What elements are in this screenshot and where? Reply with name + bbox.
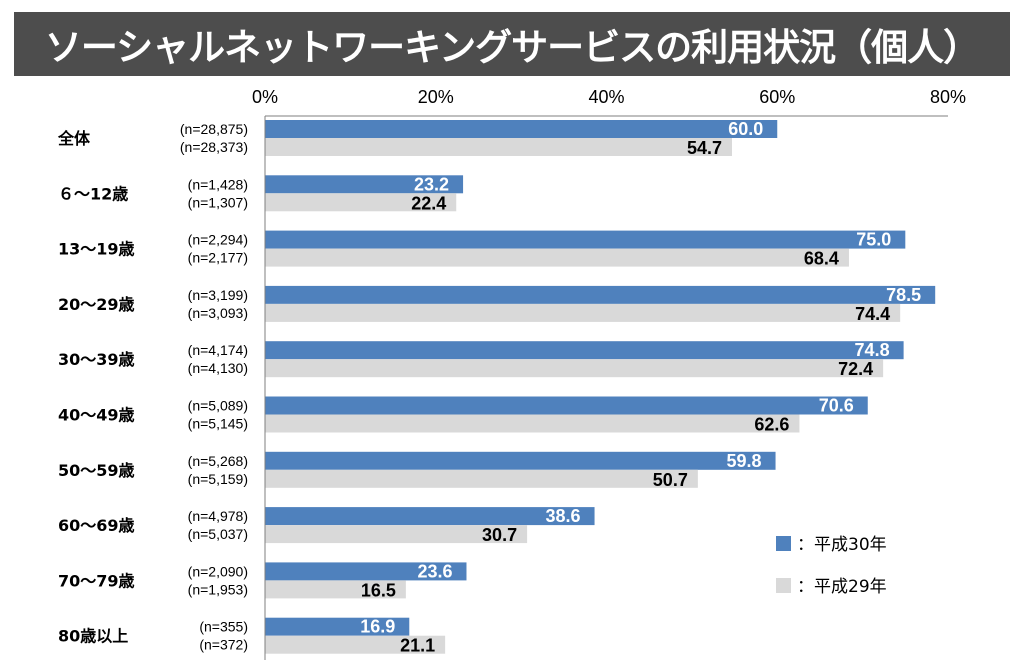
bar-previous bbox=[265, 303, 901, 322]
category-label: ６～12歳 bbox=[58, 184, 128, 203]
sample-size-label-previous: (n=372) bbox=[199, 637, 248, 653]
data-label-current: 75.0 bbox=[856, 230, 891, 250]
bar-previous bbox=[265, 359, 884, 378]
bar-previous bbox=[265, 248, 849, 267]
data-label-current: 59.8 bbox=[726, 451, 761, 471]
data-label-current: 16.9 bbox=[360, 617, 395, 637]
sample-size-label-current: (n=4,174) bbox=[188, 342, 248, 358]
x-tick-label: 80% bbox=[930, 87, 966, 107]
chart-title: ソーシャルネットワーキングサービスの利用状況（個人） bbox=[44, 26, 980, 69]
bar-current bbox=[265, 341, 904, 360]
data-label-previous: 72.4 bbox=[838, 359, 873, 379]
sample-size-label-previous: (n=1,307) bbox=[188, 194, 248, 210]
data-label-current: 70.6 bbox=[819, 396, 854, 416]
bar-previous bbox=[265, 193, 457, 212]
bar-previous bbox=[265, 469, 698, 488]
bar-previous bbox=[265, 138, 733, 156]
x-tick-label: 60% bbox=[759, 87, 795, 107]
sample-size-label-previous: (n=28,373) bbox=[180, 139, 248, 155]
data-label-previous: 16.5 bbox=[361, 580, 396, 600]
bar-current bbox=[265, 120, 778, 138]
bar-current bbox=[265, 617, 410, 636]
bar-previous bbox=[265, 580, 406, 599]
category-label: 全体 bbox=[57, 129, 91, 148]
sample-size-label-previous: (n=5,145) bbox=[188, 416, 248, 432]
data-label-previous: 54.7 bbox=[687, 138, 722, 158]
sample-size-label-previous: (n=1,953) bbox=[188, 581, 248, 597]
data-label-current: 23.2 bbox=[414, 174, 449, 194]
sample-size-label-previous: (n=5,037) bbox=[188, 526, 248, 542]
category-label: 40～49歳 bbox=[58, 406, 135, 425]
data-label-previous: 50.7 bbox=[653, 470, 688, 490]
category-label: 50～59歳 bbox=[58, 461, 135, 480]
sample-size-label-current: (n=5,268) bbox=[188, 453, 248, 469]
sample-size-label-current: (n=1,428) bbox=[188, 176, 248, 192]
sample-size-label-current: (n=2,294) bbox=[188, 232, 248, 248]
chart-title-bar: ソーシャルネットワーキングサービスの利用状況（個人） bbox=[14, 12, 1010, 76]
bar-current bbox=[265, 230, 906, 249]
legend-label-current: ：平成30年 bbox=[797, 535, 887, 555]
category-label: 30～39歳 bbox=[58, 350, 135, 369]
data-label-current: 60.0 bbox=[728, 119, 763, 139]
sample-size-label-current: (n=28,875) bbox=[180, 121, 248, 137]
sample-size-label-current: (n=355) bbox=[199, 619, 248, 635]
sample-size-label-current: (n=3,199) bbox=[188, 287, 248, 303]
legend-label-previous: ：平成29年 bbox=[797, 577, 887, 597]
bar-current bbox=[265, 396, 868, 415]
category-label: 20～29歳 bbox=[58, 295, 135, 314]
sample-size-label-previous: (n=3,093) bbox=[188, 305, 248, 321]
bar-current bbox=[265, 285, 936, 304]
category-label: 70～79歳 bbox=[58, 571, 135, 590]
bar-previous bbox=[265, 525, 528, 544]
x-tick-label: 0% bbox=[252, 87, 278, 107]
legend-swatch-current bbox=[776, 536, 791, 551]
data-label-current: 74.8 bbox=[855, 340, 890, 360]
legend-swatch-previous bbox=[776, 578, 791, 593]
sample-size-label-previous: (n=4,130) bbox=[188, 360, 248, 376]
data-label-previous: 74.4 bbox=[855, 304, 890, 324]
category-label: 80歳以上 bbox=[58, 627, 128, 646]
data-label-previous: 22.4 bbox=[411, 193, 446, 213]
bar-current bbox=[265, 507, 595, 526]
data-label-previous: 30.7 bbox=[482, 525, 517, 545]
data-label-previous: 62.6 bbox=[754, 415, 789, 435]
data-label-current: 23.6 bbox=[417, 561, 452, 581]
bar-current bbox=[265, 175, 464, 194]
data-label-current: 38.6 bbox=[546, 506, 581, 526]
sample-size-label-current: (n=2,090) bbox=[188, 563, 248, 579]
bar-current bbox=[265, 451, 776, 470]
category-label: 13～19歳 bbox=[58, 240, 135, 259]
bar-previous bbox=[265, 635, 446, 654]
category-label: 60～69歳 bbox=[58, 516, 135, 535]
sample-size-label-current: (n=4,978) bbox=[188, 508, 248, 524]
sample-size-label-current: (n=5,089) bbox=[188, 398, 248, 414]
bar-previous bbox=[265, 414, 800, 433]
x-tick-label: 20% bbox=[418, 87, 454, 107]
sample-size-label-previous: (n=2,177) bbox=[188, 250, 248, 266]
data-label-previous: 68.4 bbox=[804, 249, 839, 269]
data-label-previous: 21.1 bbox=[400, 636, 435, 656]
sample-size-label-previous: (n=5,159) bbox=[188, 471, 248, 487]
bar-current bbox=[265, 562, 467, 581]
x-tick-label: 40% bbox=[588, 87, 624, 107]
data-label-current: 78.5 bbox=[886, 285, 921, 305]
